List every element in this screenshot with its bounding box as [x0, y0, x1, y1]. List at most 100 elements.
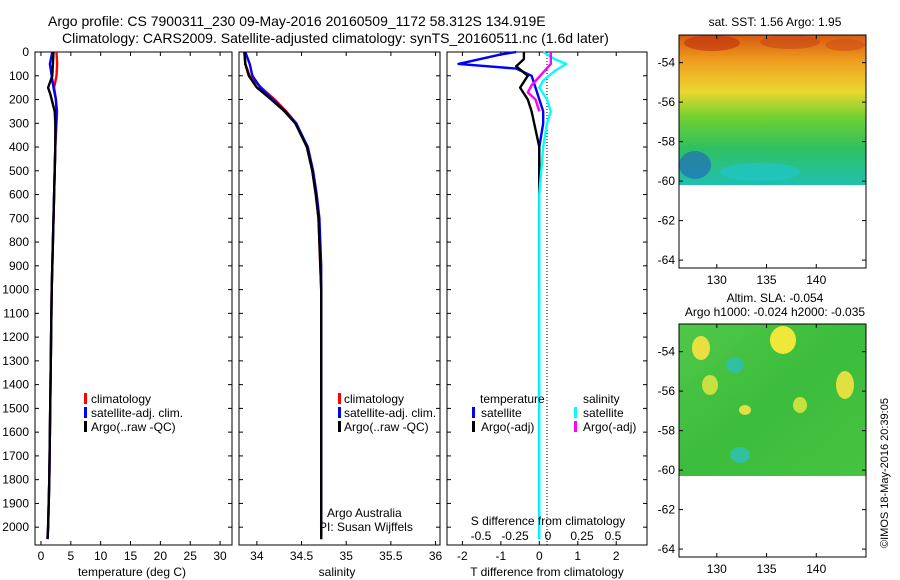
depth-tick-label: 300 [9, 116, 29, 130]
legend-label-argo: Argo(..raw -QC) [344, 420, 429, 434]
salinity-x-label: salinity [319, 565, 356, 579]
header-line-1: Argo profile: CS 7900311_230 09-May-2016… [48, 13, 546, 29]
x-tick-label: 0 [536, 549, 543, 563]
lon-tick-label: 130 [707, 562, 727, 576]
temperature-profiles [46, 51, 59, 540]
depth-tick-label: 1900 [2, 496, 29, 510]
sla-lon-axis: 130 135 140 [707, 324, 827, 576]
legend-label-t-argo: Argo(-adj) [481, 420, 534, 434]
depth-tick-label: 1600 [2, 425, 29, 439]
temperature-satellite-line [457, 50, 545, 540]
temperature-x-label: temperature (deg C) [78, 565, 186, 579]
legend-label-s-satellite: satellite [583, 406, 624, 420]
x-tick-label: 0 [38, 549, 45, 563]
sst-frame [678, 34, 867, 269]
depth-tick-label: 1800 [2, 473, 29, 487]
s-tick: 0.5 [605, 529, 622, 543]
x-tick-label: 35 [340, 549, 354, 563]
sst-lon-axis: 130 135 140 [707, 35, 827, 287]
lat-tick-label: -64 [658, 542, 676, 556]
x-tick-label: 2 [613, 549, 620, 563]
x-tick-label: 36 [429, 549, 443, 563]
lon-tick-label: 140 [806, 562, 826, 576]
salinity-plot-frame [238, 51, 441, 546]
legend-label-argo: Argo(..raw -QC) [91, 420, 176, 434]
sla-eddy [702, 375, 718, 395]
sst-title: sat. SST: 1.56 Argo: 1.95 [709, 15, 842, 29]
depth-tick-label: 600 [9, 188, 29, 202]
difference-x-axis: -2 -1 0 1 2 [457, 52, 620, 563]
x-tick-label: 20 [154, 549, 168, 563]
s-tick: 0.25 [570, 529, 594, 543]
sst-warm-patch [684, 35, 740, 51]
sla-eddy [739, 405, 751, 415]
legend-label-climatology: climatology [91, 392, 151, 406]
temperature-x-axis: 0 5 10 15 20 25 30 [38, 52, 227, 563]
depth-tick-label: 1300 [2, 354, 29, 368]
legend-swatch-argo [338, 421, 341, 432]
sla-map: Altim. SLA: -0.054 Argo h1000: -0.024 h2… [658, 291, 867, 576]
sst-warm-patch [825, 39, 865, 51]
legend-swatch-climatology [338, 393, 341, 404]
lat-tick-label: -56 [658, 95, 676, 109]
credit-pi: PI: Susan Wijffels [319, 520, 413, 534]
x-tick-label: 25 [184, 549, 198, 563]
lat-tick-label: -64 [658, 253, 676, 267]
x-tick-label: 10 [94, 549, 108, 563]
x-tick-label: 34.5 [290, 549, 314, 563]
sla-field [679, 324, 866, 476]
sst-cold-patch [720, 163, 800, 181]
lat-tick-label: -54 [658, 56, 676, 70]
lon-tick-label: 130 [707, 273, 727, 287]
sla-eddy [692, 336, 710, 360]
depth-tick-label: 1700 [2, 449, 29, 463]
satellite-adj-clim--line [244, 51, 323, 540]
depth-tick-label: 200 [9, 93, 29, 107]
sla-title-1: Altim. SLA: -0.054 [727, 291, 824, 305]
legend-head-temperature: temperature [480, 392, 545, 406]
x-tick-label: 5 [67, 549, 74, 563]
difference-depth-ticks [447, 51, 647, 528]
depth-tick-label: 2000 [2, 520, 29, 534]
s-difference-ticks: -0.5 -0.25 0 0.25 0.5 [471, 529, 622, 543]
depth-tick-label: 1000 [2, 283, 29, 297]
s-difference-label: S difference from climatology [471, 514, 626, 528]
depth-tick-label: 800 [9, 235, 29, 249]
x-tick-label: 34 [250, 549, 264, 563]
difference-x-label: T difference from climatology [470, 565, 624, 579]
lat-tick-label: -62 [658, 214, 676, 228]
sla-title-2: Argo h1000: -0.024 h2000: -0.035 [685, 305, 865, 319]
depth-tick-label: 900 [9, 259, 29, 273]
lat-tick-label: -54 [658, 345, 676, 359]
salinity-satellite-line [538, 50, 568, 540]
header-line-2: Climatology: CARS2009. Satellite-adjuste… [62, 30, 609, 46]
lat-tick-label: -58 [658, 135, 676, 149]
temperature-panel: 0100200300400500600700800900100011001200… [2, 45, 233, 579]
salinity-argo-adj--line [526, 52, 552, 112]
temperature-plot-frame [34, 51, 233, 546]
x-tick-label: 35.5 [379, 549, 403, 563]
lon-tick-label: 135 [757, 562, 777, 576]
sst-warm-patch [760, 35, 820, 49]
argo-raw-qc--line [46, 51, 57, 540]
sst-map: sat. SST: 1.56 Argo: 1.95 -54 -56 -58 -60 -6… [658, 15, 867, 287]
sla-eddy [770, 326, 796, 354]
lon-tick-label: 140 [806, 273, 826, 287]
sla-frame [678, 323, 867, 558]
lat-tick-label: -62 [658, 503, 676, 517]
legend-swatch-t-satellite [472, 407, 475, 418]
lon-tick-label: 135 [757, 273, 777, 287]
s-tick: -0.25 [501, 529, 529, 543]
temperature-legend: climatology satellite-adj. clim. Argo(..… [84, 392, 183, 434]
legend-swatch-climatology [84, 393, 87, 404]
sst-field [679, 35, 866, 185]
salinity-x-axis: 34 34.5 35 35.5 36 [250, 52, 443, 563]
salinity-legend: climatology satellite-adj. clim. Argo(..… [338, 392, 436, 434]
sla-eddy [726, 357, 744, 373]
climatology-line [243, 51, 323, 540]
depth-tick-label: 0 [22, 45, 29, 59]
legend-swatch-s-argo [574, 421, 577, 432]
x-tick-label: -2 [457, 549, 468, 563]
legend-label-satellite: satellite-adj. clim. [91, 406, 183, 420]
depth-tick-label: 700 [9, 211, 29, 225]
